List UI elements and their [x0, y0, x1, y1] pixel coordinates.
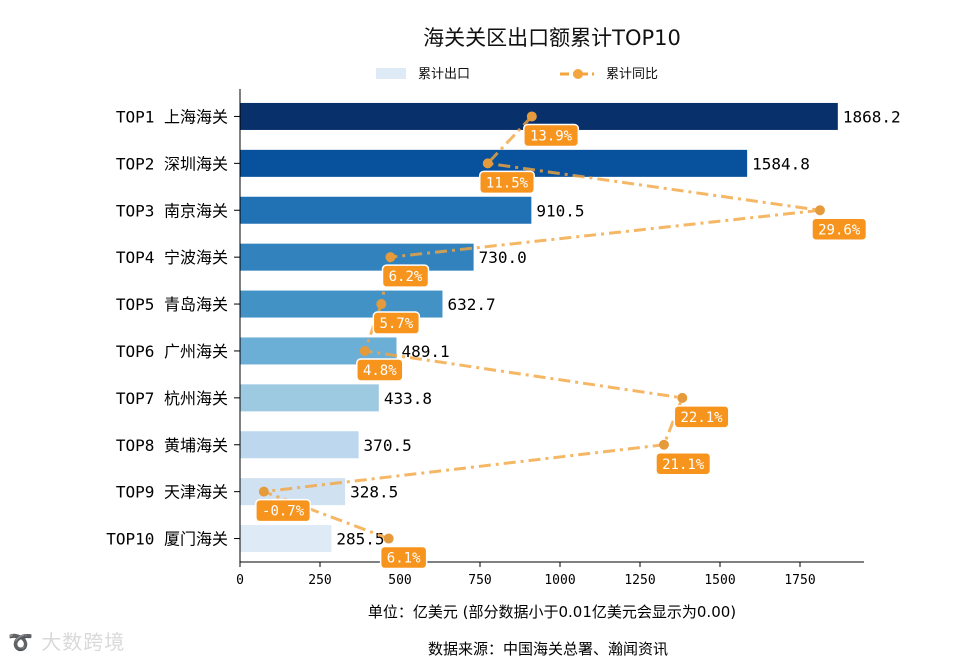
bar-value-label-1: 1868.2: [843, 107, 901, 126]
growth-label-7: 22.1%: [680, 410, 723, 426]
legend-bar-label: 累计出口: [418, 67, 470, 82]
growth-label-box-1: [523, 123, 580, 148]
growth-label-8: 21.1%: [662, 457, 705, 473]
category-label-1: TOP1 上海海关: [116, 107, 228, 126]
bar-7: [240, 384, 379, 412]
bar-value-label-5: 632.7: [447, 295, 495, 314]
growth-point-1: [526, 111, 537, 122]
bar-3: [240, 196, 532, 224]
growth-point-4: [385, 252, 396, 263]
x-tick-label-250: 250: [308, 573, 331, 588]
bar-value-label-8: 370.5: [364, 436, 412, 455]
growth-label-2: 11.5%: [486, 175, 529, 191]
growth-label-4: 6.2%: [389, 269, 423, 285]
watermark-logo-icon: ➰: [8, 630, 34, 654]
watermark: ➰ 大数跨境: [8, 626, 125, 655]
bar-10: [240, 525, 332, 553]
growth-label-box-6: [356, 358, 404, 382]
growth-label-10: 6.1%: [387, 551, 421, 567]
growth-point-3: [814, 205, 825, 216]
category-label-9: TOP9 天津海关: [116, 483, 228, 502]
bar-value-label-7: 433.8: [384, 389, 432, 408]
category-label-4: TOP4 宁波海关: [116, 248, 228, 267]
growth-label-box-9: [255, 498, 312, 523]
growth-point-9: [258, 486, 269, 497]
growth-point-10: [383, 533, 394, 544]
growth-label-9: -0.7%: [262, 504, 305, 520]
growth-point-8: [658, 439, 669, 450]
chart-title: 海关关区出口额累计TOP10: [423, 26, 681, 50]
growth-point-2: [482, 158, 493, 169]
growth-line: [263, 115, 821, 540]
bar-value-label-6: 489.1: [402, 342, 450, 361]
growth-label-box-5: [372, 311, 421, 335]
growth-label-1: 13.9%: [530, 128, 573, 144]
growth-label-6: 4.8%: [363, 363, 397, 379]
growth-label-box-8: [655, 452, 712, 476]
x-tick-label-1000: 1000: [544, 573, 575, 588]
x-tick-label-1500: 1500: [704, 573, 735, 588]
x-tick-label-1250: 1250: [624, 573, 655, 588]
bar-value-label-10: 285.5: [336, 530, 384, 549]
x-tick-label-500: 500: [388, 573, 411, 588]
growth-point-5: [376, 299, 387, 310]
category-label-8: TOP8 黄埔海关: [116, 436, 228, 455]
legend-line-label: 累计同比: [606, 67, 658, 82]
growth-label-5: 5.7%: [379, 316, 413, 332]
legend-line-marker: [573, 69, 583, 79]
growth-label-box-7: [673, 405, 730, 429]
growth-point-7: [677, 392, 688, 403]
source-label: 数据来源：中国海关总署、瀚闻资讯: [428, 640, 668, 658]
bar-value-label-9: 328.5: [350, 483, 398, 502]
bar-value-label-3: 910.5: [536, 201, 584, 220]
legend-bar-swatch: [376, 68, 406, 79]
growth-label-box-3: [811, 217, 868, 241]
bar-value-label-2: 1584.8: [752, 154, 810, 173]
x-axis-unit-label: 单位：亿美元 (部分数据小于0.01亿美元会显示为0.00): [368, 603, 736, 621]
x-tick-label-750: 750: [468, 573, 491, 588]
category-label-6: TOP6 广州海关: [116, 342, 228, 361]
watermark-text: 大数跨境: [41, 630, 126, 654]
growth-label-3: 29.6%: [818, 222, 861, 238]
category-label-7: TOP7 杭州海关: [116, 389, 228, 408]
category-label-2: TOP2 深圳海关: [116, 154, 228, 173]
category-label-10: TOP10 厦门海关: [106, 530, 228, 549]
x-tick-label-0: 0: [236, 573, 244, 588]
x-tick-label-1750: 1750: [784, 573, 815, 588]
bar-4: [240, 243, 474, 271]
growth-label-box-2: [479, 170, 536, 195]
bar-8: [240, 431, 359, 459]
category-label-5: TOP5 青岛海关: [116, 295, 228, 314]
category-label-3: TOP3 南京海关: [116, 201, 228, 220]
growth-label-box-4: [381, 264, 430, 288]
growth-label-box-10: [379, 545, 428, 570]
growth-point-6: [359, 345, 370, 356]
bar-value-label-4: 730.0: [479, 248, 527, 267]
